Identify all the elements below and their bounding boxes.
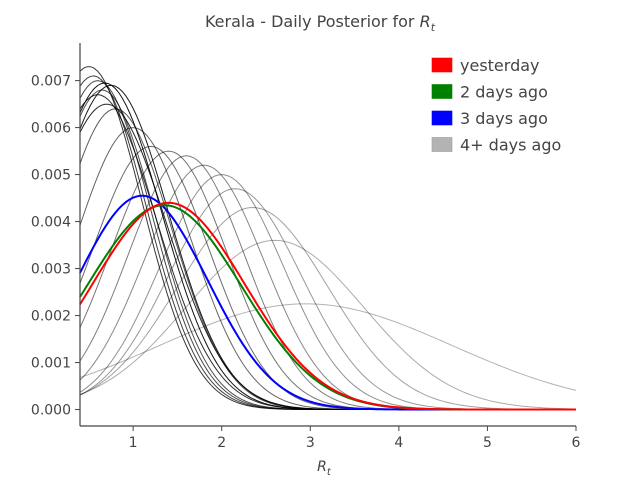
x-tick-label: 6	[572, 435, 581, 451]
x-axis-label: Rt	[317, 459, 332, 478]
legend-label: 3 days ago	[460, 109, 548, 128]
x-tick-label: 5	[483, 435, 492, 451]
y-tick-label: 0.001	[31, 356, 71, 372]
legend: yesterday 2 days ago 3 days ago 4+ days ago	[431, 56, 561, 155]
series-line-older	[79, 174, 576, 411]
legend-swatch	[431, 57, 453, 73]
series-line-yesterday	[79, 201, 576, 411]
series-layer	[79, 66, 577, 411]
y-tick-label: 0.000	[31, 403, 71, 419]
series-line-older	[79, 80, 576, 411]
y-tick-label: 0.004	[31, 215, 71, 231]
legend-label: yesterday	[460, 56, 540, 75]
series-line-older	[79, 155, 576, 411]
y-tick-label: 0.005	[31, 168, 71, 184]
y-tick-label: 0.007	[31, 74, 71, 90]
legend-swatch	[431, 137, 453, 152]
legend-swatch	[431, 84, 453, 99]
x-tick-label: 4	[394, 435, 403, 451]
chart-title-text: Kerala - Daily Posterior for	[205, 12, 420, 31]
y-axis-ticks: 0.000 0.001 0.002 0.003 0.004 0.005 0.006 0.007	[31, 74, 80, 419]
x-tick-label: 2	[217, 435, 226, 451]
series-line-older	[79, 303, 577, 391]
chart-title: Kerala - Daily Posterior for Rt	[205, 12, 436, 34]
legend-label: 2 days ago	[460, 83, 548, 102]
x-tick-label: 1	[129, 435, 138, 451]
chart-title-math: R	[420, 12, 431, 31]
x-axis-label-math: R	[317, 459, 327, 475]
x-axis-ticks: 1 2 3 4 5 6	[129, 426, 581, 451]
x-axis-label-math-sub: t	[327, 467, 332, 478]
legend-swatch	[431, 110, 453, 126]
series-line-older	[79, 239, 577, 410]
x-tick-label: 3	[306, 435, 315, 451]
series-line-older	[79, 206, 576, 411]
y-tick-label: 0.003	[31, 262, 71, 278]
y-tick-label: 0.006	[31, 121, 71, 137]
chart-title-math-sub: t	[431, 21, 436, 34]
series-line-older	[79, 82, 576, 411]
legend-label: 4+ days ago	[460, 136, 561, 155]
y-tick-label: 0.002	[31, 309, 71, 325]
